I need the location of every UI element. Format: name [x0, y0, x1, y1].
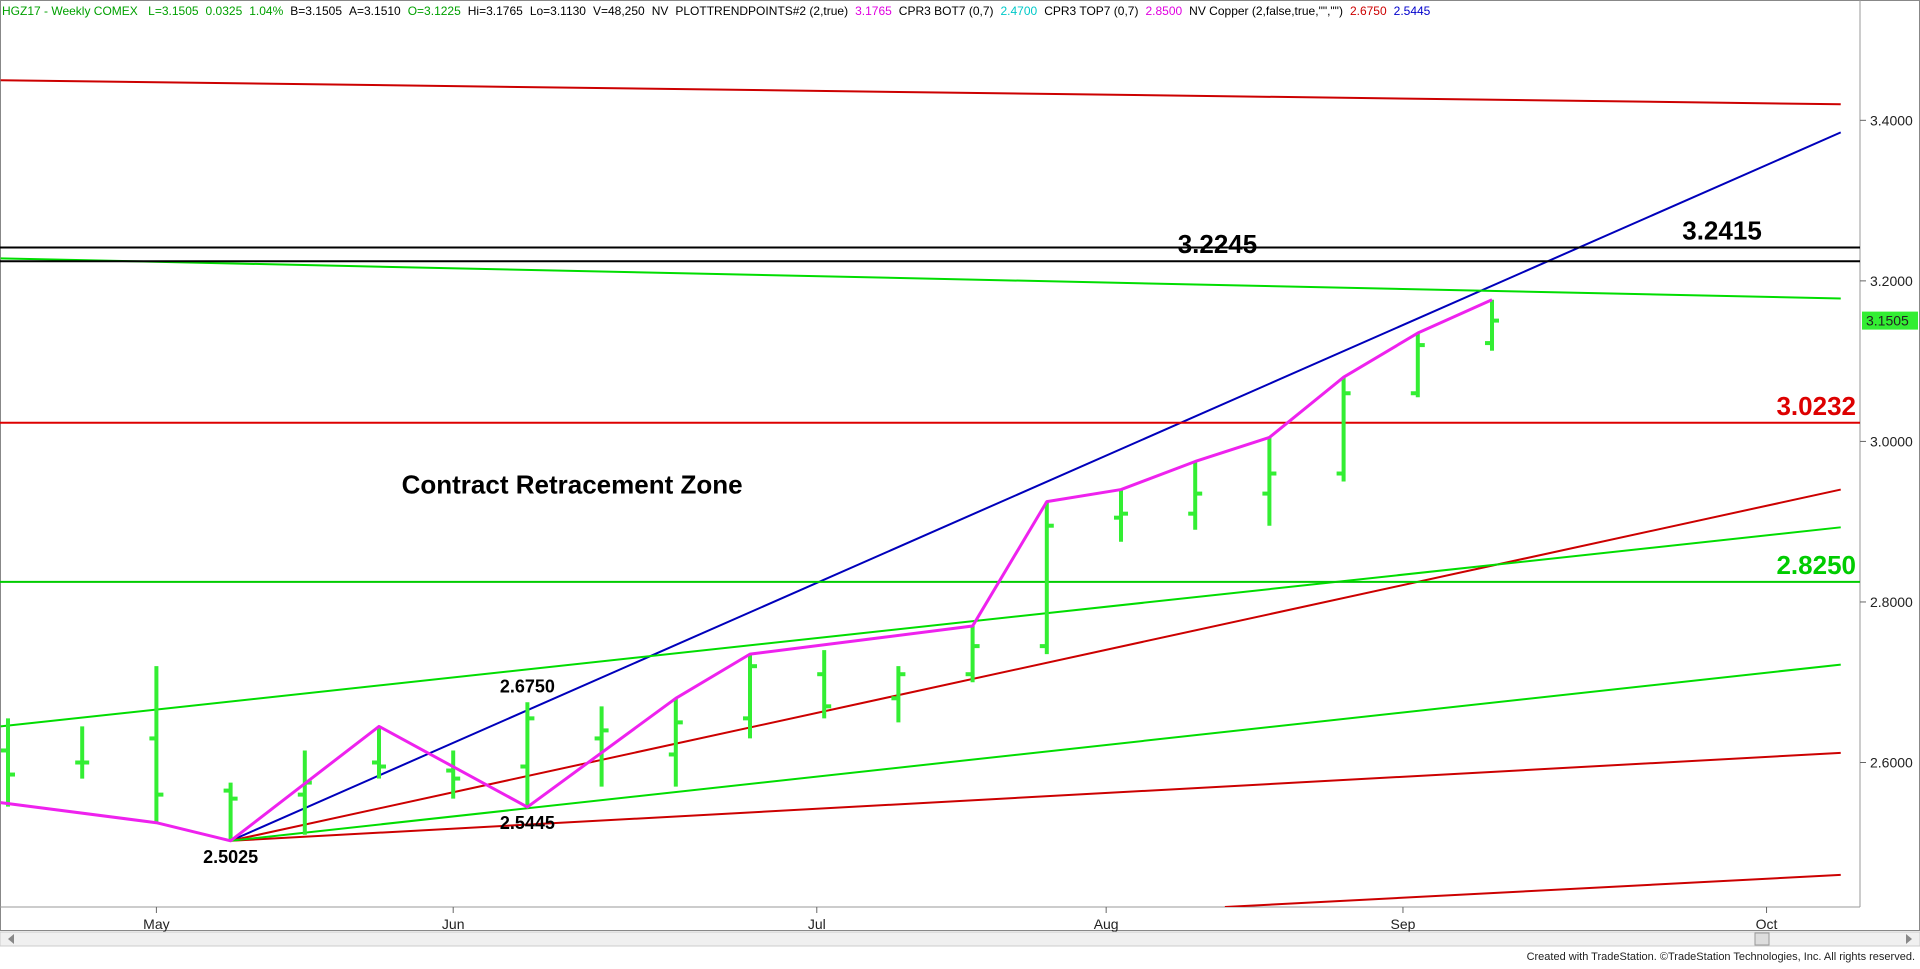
header-field: L=3.1505 [148, 4, 199, 18]
header-field: 2.6750 [1350, 4, 1387, 18]
x-tick-label: May [143, 916, 169, 932]
y-tick-label: 2.8000 [1870, 594, 1913, 610]
y-tick-label: 3.4000 [1870, 112, 1913, 128]
ohlc-bar [594, 706, 609, 787]
ohlc-bar [817, 650, 832, 719]
chart-border [0, 0, 1920, 931]
axes: 3.4000 3.2000 3.0000 2.8000 2.6000 May Jun Jul A… [143, 112, 1918, 932]
trend-line [0, 526, 1841, 728]
ohlc-bar [372, 726, 386, 779]
header-field: Lo=3.1130 [530, 4, 586, 18]
trend-line [230, 663, 1841, 842]
horizontal-levels: 3.2415 3.2245 3.0232 2.8250 [0, 216, 1860, 583]
scroll-right-arrow-icon[interactable] [1906, 934, 1912, 944]
ohlc-bar [1262, 437, 1277, 526]
ohlc-bar [223, 782, 238, 841]
ohlc-bar [1039, 501, 1054, 655]
scrollbar-thumb[interactable] [1754, 932, 1770, 946]
trend-line [1224, 873, 1841, 907]
y-tick-label: 3.2000 [1870, 273, 1913, 289]
last-price-badge [1862, 311, 1918, 330]
ohlc-bar [1, 718, 15, 807]
ohlc-bar [297, 750, 312, 835]
last-price-label: 3.1505 [1866, 313, 1909, 329]
ohlc-bar [149, 666, 164, 823]
ohlc-bar [743, 654, 757, 739]
ohlc-bar [446, 750, 461, 799]
header-field: NV Copper (2,false,true,"","") [1189, 4, 1343, 18]
x-tick-label: Jun [442, 916, 465, 932]
ohlc-bars [1, 299, 1499, 841]
ohlc-bar [891, 666, 906, 723]
ohlc-bar [75, 726, 90, 779]
header-field: 2.4700 [1001, 4, 1038, 18]
header-field: B=3.1505 [290, 4, 342, 18]
header-field: 3.1765 [855, 4, 892, 18]
trend-line [230, 488, 1841, 842]
level-label: 2.8250 [1776, 550, 1856, 580]
level-label: 3.0232 [1776, 391, 1856, 421]
trend-points-polyline [0, 298, 1493, 843]
header-field: PLOTTRENDPOINTS#2 (2,true) [675, 4, 848, 18]
ohlc-bar [965, 626, 980, 683]
pivot-label: 2.6750 [500, 676, 555, 696]
ohlc-bar [1410, 333, 1425, 398]
header-field: O=3.1225 [408, 4, 461, 18]
header-field: NV [652, 4, 669, 18]
chart-header: HGZ17 - Weekly COMEX L=3.1505 0.0325 1.04%… [2, 4, 1431, 18]
ohlc-bar [1485, 299, 1499, 351]
trend-line [230, 751, 1841, 842]
level-label: 3.2415 [1682, 216, 1762, 246]
chart-frame [0, 0, 1920, 931]
pivot-label: 2.5445 [500, 813, 555, 833]
header-field: CPR3 BOT7 (0,7) [899, 4, 994, 18]
annotation-label: Contract Retracement Zone [402, 470, 743, 500]
level-label: 3.2245 [1178, 229, 1258, 259]
header-field: CPR3 TOP7 (0,7) [1044, 4, 1138, 18]
x-tick-label: Sep [1390, 916, 1415, 932]
header-field: 2.8500 [1145, 4, 1182, 18]
ohlc-bar [1114, 489, 1128, 542]
ohlc-bar [520, 702, 535, 808]
x-tick-label: Aug [1094, 916, 1119, 932]
trend-points-line [0, 298, 1493, 843]
header-field: 1.04% [249, 4, 283, 18]
header-field: 0.0325 [206, 4, 243, 18]
header-symbol: HGZ17 - Weekly COMEX [2, 4, 138, 18]
pivot-label: 2.5025 [203, 847, 258, 867]
scrollbar-track[interactable] [0, 931, 1920, 947]
trend-line [0, 79, 1841, 106]
header-field: A=3.1510 [349, 4, 401, 18]
footer-credit: Created with TradeStation. ©TradeStation… [1527, 951, 1915, 963]
trend-line [230, 131, 1842, 842]
horizontal-scrollbar[interactable] [0, 931, 1920, 947]
x-tick-label: Jul [808, 916, 826, 932]
trend-lines [0, 79, 1842, 907]
y-tick-label: 2.6000 [1870, 755, 1913, 771]
header-field: V=48,250 [593, 4, 645, 18]
x-tick-label: Oct [1756, 916, 1778, 932]
y-tick-label: 3.0000 [1870, 433, 1913, 449]
header-field: Hi=3.1765 [468, 4, 523, 18]
chart-labels: 2.5025 2.5445 2.6750 Contract Retracement Z… [203, 470, 743, 867]
ohlc-bar [1188, 461, 1203, 530]
ohlc-bar [1336, 377, 1351, 482]
ohlc-bar [668, 698, 683, 787]
scroll-left-arrow-icon[interactable] [8, 934, 14, 944]
trend-line [0, 257, 1841, 300]
header-field: 2.5445 [1394, 4, 1431, 18]
